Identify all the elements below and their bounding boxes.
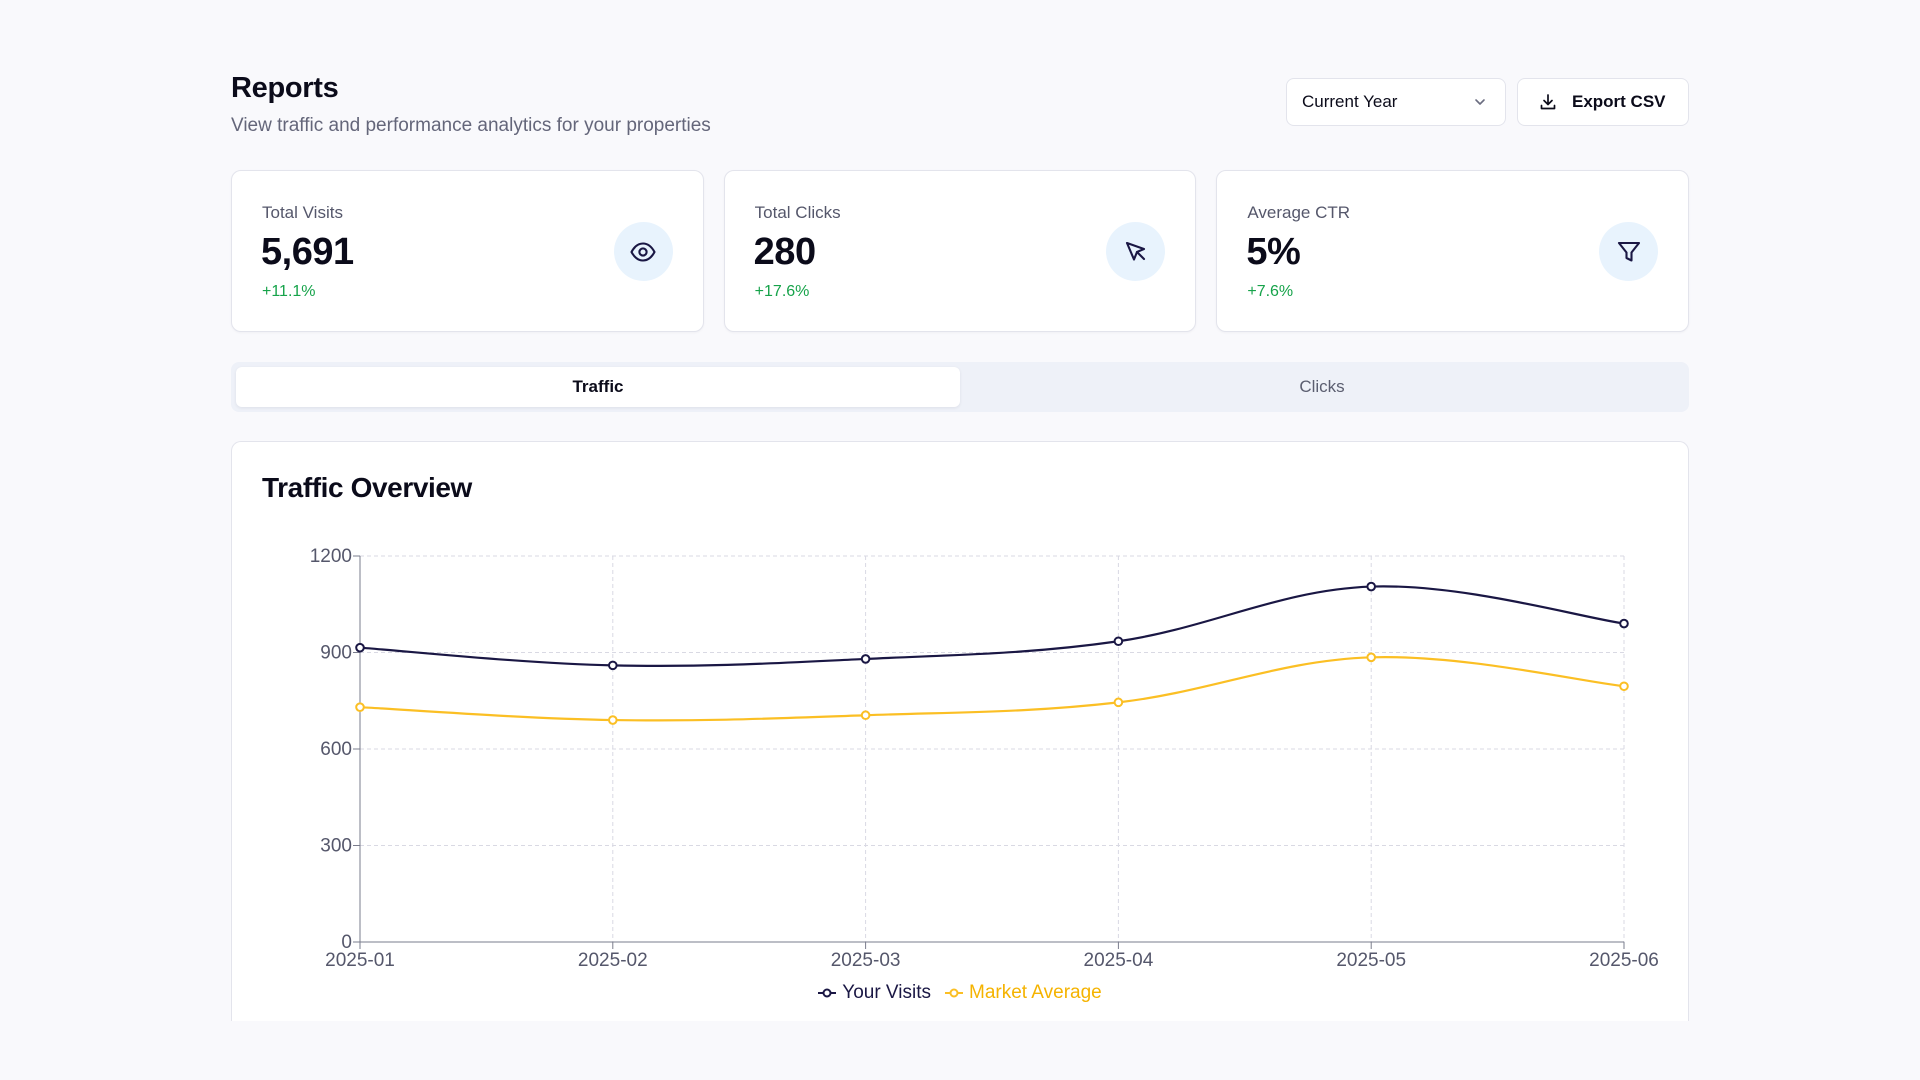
stat-value: 280 bbox=[753, 231, 816, 273]
data-point-your-visits bbox=[355, 642, 365, 653]
tab-traffic[interactable]: Traffic bbox=[236, 367, 960, 407]
legend-line-marker-icon bbox=[818, 988, 837, 998]
legend-line-marker-icon bbox=[945, 988, 963, 998]
y-tick-label: 600 bbox=[320, 739, 352, 760]
export-csv-label: Export CSV bbox=[1572, 92, 1666, 111]
stat-value: 5% bbox=[1246, 231, 1301, 273]
data-point-market-average bbox=[1113, 697, 1124, 708]
stat-card-average-ctr: Average CTR 5% +7.6% bbox=[1216, 170, 1690, 332]
x-tick-label: 2025-04 bbox=[1084, 950, 1154, 971]
eye-icon bbox=[613, 222, 673, 281]
stat-label: Average CTR bbox=[1247, 203, 1351, 222]
data-point-your-visits bbox=[1366, 581, 1376, 592]
tab-clicks[interactable]: Clicks bbox=[1299, 377, 1345, 396]
legend-item-market-average[interactable]: Market Average bbox=[945, 982, 1102, 1004]
download-icon bbox=[1540, 94, 1556, 110]
y-tick-label: 300 bbox=[320, 836, 352, 857]
stat-label: Total Clicks bbox=[754, 203, 841, 222]
period-select[interactable]: Current Year bbox=[1286, 78, 1506, 126]
stat-change: +17.6% bbox=[754, 283, 810, 300]
page-subtitle: View traffic and performance analytics f… bbox=[231, 115, 711, 136]
x-tick-label: 2025-02 bbox=[578, 950, 648, 971]
header-actions: Current Year Export CSV bbox=[1286, 78, 1689, 126]
chevron-down-icon bbox=[1475, 99, 1485, 105]
stat-card-total-visits: Total Visits 5,691 +11.1% bbox=[231, 170, 704, 332]
stats-row: Total Visits 5,691 +11.1% Total Clicks 2… bbox=[231, 170, 1690, 332]
stat-label: Total Visits bbox=[262, 203, 343, 222]
traffic-overview-card: Traffic Overview 0 300 600 900 1200 2025-01 20… bbox=[231, 441, 1689, 1021]
stat-change: +7.6% bbox=[1247, 283, 1294, 300]
stat-card-total-clicks: Total Clicks 280 +17.6% bbox=[723, 170, 1197, 332]
legend-item-your-visits[interactable]: Your Visits bbox=[818, 982, 931, 1004]
legend-label: Market Average bbox=[969, 982, 1102, 1003]
series-line-market-average bbox=[359, 656, 1625, 722]
data-point-your-visits bbox=[1619, 618, 1629, 629]
chart-legend: Your Visits Market Average bbox=[232, 982, 1688, 1004]
series-line-your-visits bbox=[359, 585, 1625, 667]
export-csv-button[interactable]: Export CSV bbox=[1517, 78, 1689, 126]
y-tick-label: 900 bbox=[320, 643, 352, 664]
data-point-market-average bbox=[355, 702, 365, 712]
data-point-market-average bbox=[608, 715, 618, 725]
period-select-value: Current Year bbox=[1302, 92, 1398, 111]
data-point-market-average bbox=[1619, 681, 1629, 692]
page-title: Reports bbox=[231, 72, 339, 104]
traffic-line-chart: 0 300 600 900 1200 2025-01 2025-02 2025-03 2025-… bbox=[310, 546, 1659, 971]
data-point-market-average bbox=[860, 710, 871, 721]
legend-label: Your Visits bbox=[842, 982, 931, 1003]
stat-value: 5,691 bbox=[261, 231, 354, 273]
tab-bar: Traffic Clicks bbox=[231, 362, 1689, 412]
stat-change: +11.1% bbox=[262, 283, 316, 300]
y-tick-label: 0 bbox=[341, 932, 352, 953]
data-point-your-visits bbox=[860, 654, 871, 664]
cursor-icon bbox=[1106, 222, 1166, 281]
x-tick-label: 2025-05 bbox=[1336, 950, 1406, 971]
x-tick-label: 2025-01 bbox=[325, 950, 395, 971]
chart-title: Traffic Overview bbox=[262, 472, 472, 503]
x-tick-label: 2025-03 bbox=[831, 950, 901, 971]
filter-icon bbox=[1599, 222, 1659, 281]
data-point-your-visits bbox=[608, 660, 618, 671]
y-tick-label: 1200 bbox=[310, 546, 352, 567]
data-point-your-visits bbox=[1113, 636, 1124, 647]
data-point-market-average bbox=[1366, 652, 1376, 663]
page-header: Reports View traffic and performance ana… bbox=[231, 68, 1689, 148]
x-tick-label: 2025-06 bbox=[1589, 950, 1659, 971]
